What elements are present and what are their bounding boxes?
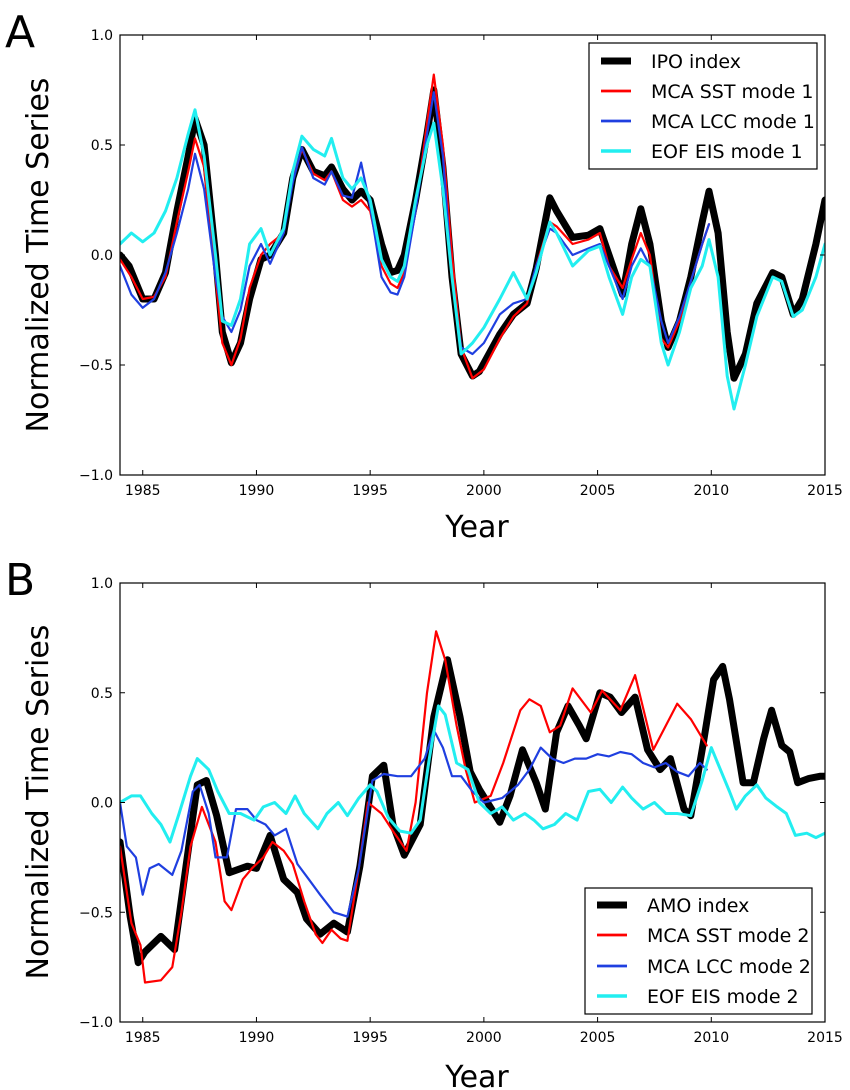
y-tick-label: 0.0	[91, 248, 113, 264]
x-tick-label: 2000	[466, 483, 502, 499]
y-tick-label: −0.5	[79, 905, 113, 921]
y-tick-label: 0.0	[91, 796, 113, 812]
series-line-index	[120, 656, 825, 967]
panel-a: A Normalized Time Series Year 1985 1990 1995 2…	[5, 7, 843, 545]
y-tick-label: 0.5	[91, 138, 113, 154]
x-axis-label: Year	[444, 1060, 509, 1090]
legend-label: MCA SST mode 1	[651, 81, 813, 103]
y-tick-label: 0.5	[91, 686, 113, 702]
x-tick-label: 1995	[352, 483, 388, 499]
x-tick-label: 2015	[807, 1030, 843, 1046]
x-tick-label: 2010	[693, 483, 729, 499]
legend-box	[584, 887, 813, 1015]
x-tick-label: 1995	[352, 1030, 388, 1046]
series-line-sst	[120, 630, 708, 984]
y-tick-label: −1.0	[79, 1015, 113, 1031]
x-tick-label: 2005	[580, 483, 616, 499]
legend: IPO index MCA SST mode 1 MCA LCC mode 1 EOF…	[588, 42, 818, 170]
x-tick-label: 2015	[807, 483, 843, 499]
x-tick-label: 2000	[466, 1030, 502, 1046]
series-line-eis	[120, 108, 825, 411]
panel-label: A	[5, 7, 35, 58]
y-tick-label: −0.5	[79, 358, 113, 374]
y-tick-label: −1.0	[79, 468, 113, 484]
x-tick-label: 1985	[125, 1030, 161, 1046]
series-line-eis	[120, 704, 825, 844]
x-tick-label: 2010	[693, 1030, 729, 1046]
y-tick-label: 1.0	[91, 28, 113, 44]
legend-label: MCA LCC mode 2	[647, 956, 811, 978]
x-axis-label: Year	[444, 510, 509, 545]
legend-label: AMO index	[647, 895, 749, 917]
panel-b: B Normalized Time Series Year 1985 1990 1995 2…	[5, 555, 843, 1090]
series-line-lcc	[120, 728, 708, 918]
x-tick-label: 1990	[239, 1030, 275, 1046]
legend-label: EOF EIS mode 1	[651, 141, 803, 163]
x-tick-label: 2005	[580, 1030, 616, 1046]
legend-label: MCA LCC mode 1	[651, 111, 815, 133]
series-group	[120, 630, 825, 984]
y-axis-label: Normalized Time Series	[21, 625, 56, 980]
legend-label: IPO index	[651, 51, 741, 73]
series-line-sst	[120, 73, 711, 380]
panel-label: B	[5, 555, 35, 606]
y-axis-label: Normalized Time Series	[21, 78, 56, 433]
legend: AMO index MCA SST mode 2 MCA LCC mode 2 EOF…	[584, 887, 813, 1015]
series-group	[120, 73, 825, 411]
legend-label: EOF EIS mode 2	[647, 986, 799, 1008]
x-tick-label: 1990	[239, 483, 275, 499]
x-tick-label: 1985	[125, 483, 161, 499]
y-tick-label: 1.0	[91, 576, 113, 592]
legend-label: MCA SST mode 2	[647, 925, 809, 947]
